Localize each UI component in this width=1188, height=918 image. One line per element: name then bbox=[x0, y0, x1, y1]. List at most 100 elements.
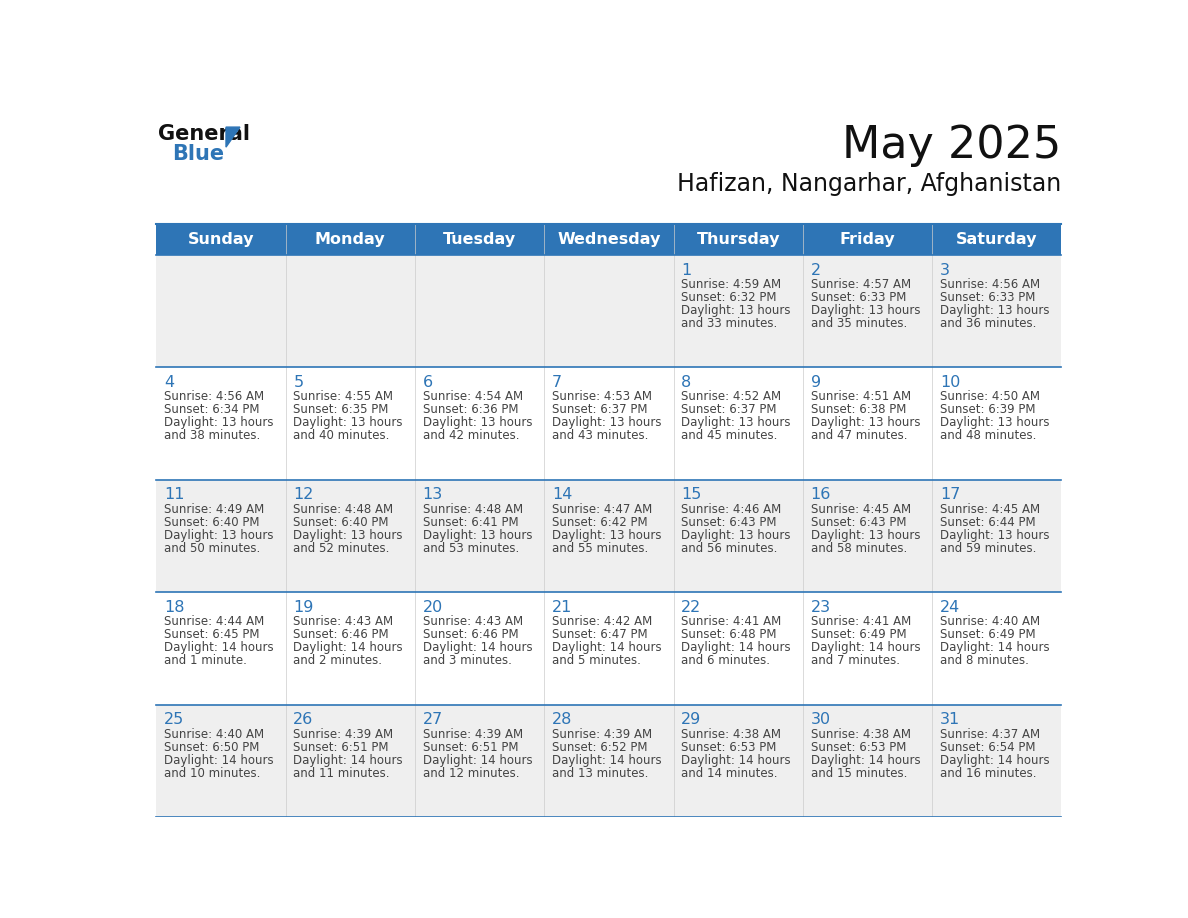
Text: and 36 minutes.: and 36 minutes. bbox=[940, 317, 1036, 330]
Text: Sunrise: 4:38 AM: Sunrise: 4:38 AM bbox=[681, 728, 782, 741]
Text: Friday: Friday bbox=[840, 232, 896, 247]
Text: Sunset: 6:47 PM: Sunset: 6:47 PM bbox=[552, 628, 647, 641]
Text: Sunrise: 4:43 AM: Sunrise: 4:43 AM bbox=[423, 615, 523, 628]
Text: Sunrise: 4:52 AM: Sunrise: 4:52 AM bbox=[681, 390, 782, 403]
Text: Sunset: 6:36 PM: Sunset: 6:36 PM bbox=[423, 403, 518, 417]
Text: Sunset: 6:49 PM: Sunset: 6:49 PM bbox=[810, 628, 906, 641]
Bar bbox=[157, 592, 1061, 705]
Text: Daylight: 13 hours: Daylight: 13 hours bbox=[423, 529, 532, 542]
Text: Daylight: 13 hours: Daylight: 13 hours bbox=[293, 529, 403, 542]
Bar bbox=[157, 480, 1061, 592]
Text: 23: 23 bbox=[810, 599, 830, 615]
Text: and 12 minutes.: and 12 minutes. bbox=[423, 767, 519, 779]
Text: Sunrise: 4:41 AM: Sunrise: 4:41 AM bbox=[681, 615, 782, 628]
Text: Sunrise: 4:50 AM: Sunrise: 4:50 AM bbox=[940, 390, 1040, 403]
Text: 8: 8 bbox=[681, 375, 691, 390]
Text: 5: 5 bbox=[293, 375, 303, 390]
Text: Sunrise: 4:56 AM: Sunrise: 4:56 AM bbox=[164, 390, 264, 403]
Text: Daylight: 14 hours: Daylight: 14 hours bbox=[681, 754, 791, 767]
Text: Sunset: 6:54 PM: Sunset: 6:54 PM bbox=[940, 741, 1036, 754]
Text: and 13 minutes.: and 13 minutes. bbox=[552, 767, 649, 779]
Text: Sunrise: 4:54 AM: Sunrise: 4:54 AM bbox=[423, 390, 523, 403]
Text: Daylight: 14 hours: Daylight: 14 hours bbox=[552, 754, 662, 767]
Text: Sunset: 6:46 PM: Sunset: 6:46 PM bbox=[423, 628, 518, 641]
Text: Sunrise: 4:44 AM: Sunrise: 4:44 AM bbox=[164, 615, 264, 628]
Text: Sunset: 6:46 PM: Sunset: 6:46 PM bbox=[293, 628, 388, 641]
Text: Daylight: 14 hours: Daylight: 14 hours bbox=[293, 754, 403, 767]
Text: and 42 minutes.: and 42 minutes. bbox=[423, 430, 519, 442]
Text: Sunset: 6:44 PM: Sunset: 6:44 PM bbox=[940, 516, 1036, 529]
Text: Sunrise: 4:37 AM: Sunrise: 4:37 AM bbox=[940, 728, 1040, 741]
Text: and 45 minutes.: and 45 minutes. bbox=[681, 430, 778, 442]
Text: Sunrise: 4:47 AM: Sunrise: 4:47 AM bbox=[552, 503, 652, 516]
Text: Sunrise: 4:59 AM: Sunrise: 4:59 AM bbox=[681, 278, 782, 291]
Text: Sunset: 6:43 PM: Sunset: 6:43 PM bbox=[681, 516, 777, 529]
Bar bbox=[157, 255, 1061, 367]
Text: Sunset: 6:53 PM: Sunset: 6:53 PM bbox=[681, 741, 777, 754]
Text: Daylight: 13 hours: Daylight: 13 hours bbox=[164, 529, 273, 542]
Bar bbox=[157, 367, 1061, 480]
Text: Sunset: 6:53 PM: Sunset: 6:53 PM bbox=[810, 741, 906, 754]
Text: Sunset: 6:39 PM: Sunset: 6:39 PM bbox=[940, 403, 1036, 417]
Text: Daylight: 13 hours: Daylight: 13 hours bbox=[681, 304, 791, 317]
Text: 14: 14 bbox=[552, 487, 573, 502]
Text: and 53 minutes.: and 53 minutes. bbox=[423, 542, 519, 554]
Text: Sunset: 6:51 PM: Sunset: 6:51 PM bbox=[423, 741, 518, 754]
Text: Daylight: 14 hours: Daylight: 14 hours bbox=[940, 754, 1049, 767]
Text: Daylight: 13 hours: Daylight: 13 hours bbox=[681, 416, 791, 430]
Text: Sunset: 6:42 PM: Sunset: 6:42 PM bbox=[552, 516, 647, 529]
Text: Sunset: 6:43 PM: Sunset: 6:43 PM bbox=[810, 516, 906, 529]
Text: 13: 13 bbox=[423, 487, 443, 502]
Text: May 2025: May 2025 bbox=[842, 124, 1061, 167]
Text: Sunrise: 4:51 AM: Sunrise: 4:51 AM bbox=[810, 390, 911, 403]
Text: and 58 minutes.: and 58 minutes. bbox=[810, 542, 906, 554]
Text: 29: 29 bbox=[681, 712, 701, 727]
Text: Daylight: 14 hours: Daylight: 14 hours bbox=[940, 641, 1049, 655]
Text: and 38 minutes.: and 38 minutes. bbox=[164, 430, 260, 442]
Text: Daylight: 13 hours: Daylight: 13 hours bbox=[293, 416, 403, 430]
Text: Thursday: Thursday bbox=[696, 232, 779, 247]
Text: 6: 6 bbox=[423, 375, 432, 390]
Text: and 8 minutes.: and 8 minutes. bbox=[940, 655, 1029, 667]
Text: Sunrise: 4:55 AM: Sunrise: 4:55 AM bbox=[293, 390, 393, 403]
Text: Sunrise: 4:56 AM: Sunrise: 4:56 AM bbox=[940, 278, 1040, 291]
Text: Sunset: 6:40 PM: Sunset: 6:40 PM bbox=[164, 516, 259, 529]
Text: Sunrise: 4:48 AM: Sunrise: 4:48 AM bbox=[293, 503, 393, 516]
Text: Sunset: 6:52 PM: Sunset: 6:52 PM bbox=[552, 741, 647, 754]
Text: 24: 24 bbox=[940, 599, 960, 615]
Text: 31: 31 bbox=[940, 712, 960, 727]
Text: 20: 20 bbox=[423, 599, 443, 615]
Text: 28: 28 bbox=[552, 712, 573, 727]
Text: 17: 17 bbox=[940, 487, 960, 502]
Text: Sunrise: 4:39 AM: Sunrise: 4:39 AM bbox=[552, 728, 652, 741]
Polygon shape bbox=[226, 127, 240, 147]
Text: Daylight: 14 hours: Daylight: 14 hours bbox=[293, 641, 403, 655]
Text: Sunset: 6:49 PM: Sunset: 6:49 PM bbox=[940, 628, 1036, 641]
Text: and 55 minutes.: and 55 minutes. bbox=[552, 542, 649, 554]
Text: and 11 minutes.: and 11 minutes. bbox=[293, 767, 390, 779]
Text: 2: 2 bbox=[810, 263, 821, 277]
Text: Sunrise: 4:38 AM: Sunrise: 4:38 AM bbox=[810, 728, 910, 741]
Text: Saturday: Saturday bbox=[956, 232, 1037, 247]
Text: 15: 15 bbox=[681, 487, 702, 502]
Text: Sunset: 6:45 PM: Sunset: 6:45 PM bbox=[164, 628, 259, 641]
Text: 4: 4 bbox=[164, 375, 175, 390]
Text: Sunrise: 4:40 AM: Sunrise: 4:40 AM bbox=[164, 728, 264, 741]
Text: 10: 10 bbox=[940, 375, 960, 390]
Text: Daylight: 13 hours: Daylight: 13 hours bbox=[423, 416, 532, 430]
Text: and 1 minute.: and 1 minute. bbox=[164, 655, 247, 667]
Text: Daylight: 14 hours: Daylight: 14 hours bbox=[810, 754, 921, 767]
Text: and 40 minutes.: and 40 minutes. bbox=[293, 430, 390, 442]
Text: Daylight: 13 hours: Daylight: 13 hours bbox=[810, 529, 920, 542]
Text: Blue: Blue bbox=[172, 144, 223, 164]
Text: and 3 minutes.: and 3 minutes. bbox=[423, 655, 512, 667]
Text: Daylight: 14 hours: Daylight: 14 hours bbox=[164, 754, 273, 767]
Text: Sunset: 6:37 PM: Sunset: 6:37 PM bbox=[681, 403, 777, 417]
Text: and 16 minutes.: and 16 minutes. bbox=[940, 767, 1036, 779]
Text: Daylight: 13 hours: Daylight: 13 hours bbox=[681, 529, 791, 542]
Text: 25: 25 bbox=[164, 712, 184, 727]
Text: Wednesday: Wednesday bbox=[557, 232, 661, 247]
Text: Sunset: 6:34 PM: Sunset: 6:34 PM bbox=[164, 403, 259, 417]
Text: 7: 7 bbox=[552, 375, 562, 390]
Text: Sunrise: 4:48 AM: Sunrise: 4:48 AM bbox=[423, 503, 523, 516]
